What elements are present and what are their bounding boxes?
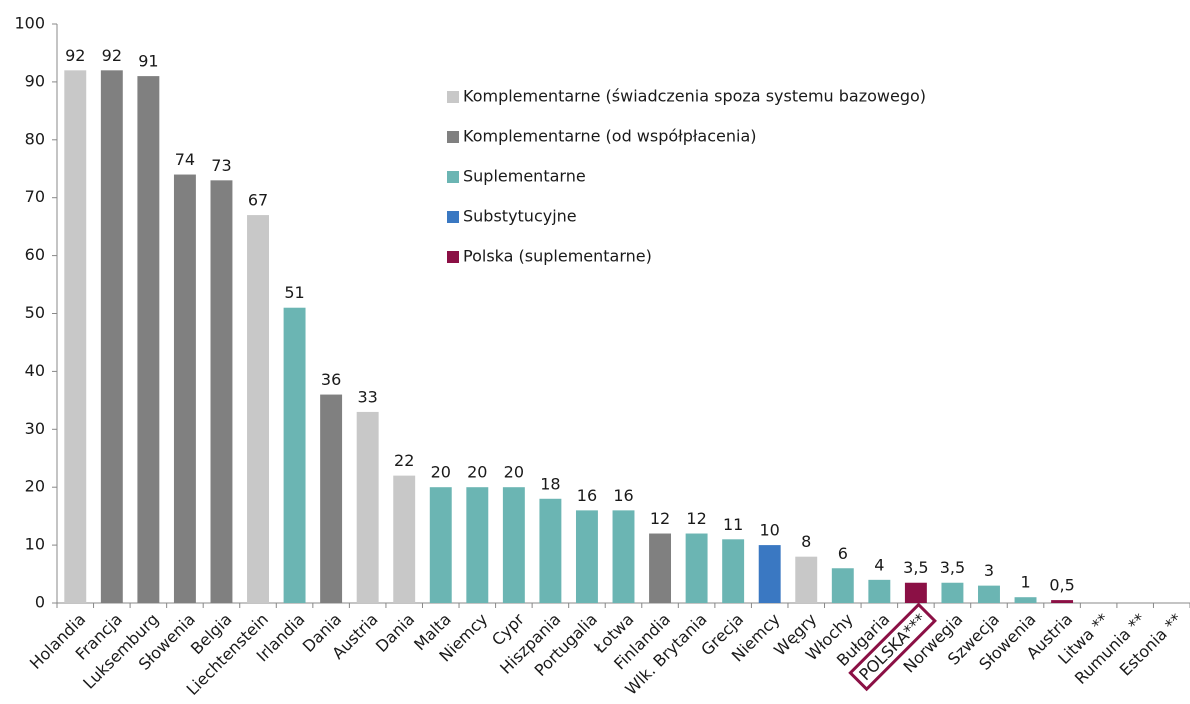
highlight-box xyxy=(848,602,937,692)
bar xyxy=(758,545,781,603)
value-label: 3 xyxy=(984,561,994,580)
value-label: 74 xyxy=(175,150,195,169)
value-label: 36 xyxy=(321,370,341,389)
value-label: 10 xyxy=(760,521,780,540)
value-label: 20 xyxy=(431,463,451,482)
bar xyxy=(539,498,562,603)
legend-label: Polska (suplementarne) xyxy=(463,247,652,266)
bar xyxy=(685,533,708,603)
legend-label: Komplementarne (świadczenia spoza system… xyxy=(463,87,926,106)
legend-swatch xyxy=(447,171,459,183)
bar xyxy=(137,76,160,604)
y-tick-label: 30 xyxy=(25,419,45,438)
legend-label: Suplementarne xyxy=(463,167,586,186)
value-label: 92 xyxy=(102,46,122,65)
value-label: 0,5 xyxy=(1049,576,1074,595)
y-tick-label: 90 xyxy=(25,71,45,90)
y-tick-label: 10 xyxy=(25,535,45,554)
bar xyxy=(173,174,196,604)
value-label: 12 xyxy=(686,509,706,528)
value-label: 91 xyxy=(138,52,158,71)
legend-swatch xyxy=(447,251,459,263)
y-tick-label: 80 xyxy=(25,129,45,148)
value-label: 11 xyxy=(723,515,743,534)
bar xyxy=(247,215,269,603)
value-label: 67 xyxy=(248,191,268,210)
y-tick-label: 40 xyxy=(25,361,45,380)
bar xyxy=(210,180,233,603)
bar xyxy=(649,533,672,603)
value-label: 1 xyxy=(1020,573,1030,592)
bar xyxy=(612,510,635,603)
bar xyxy=(1014,597,1037,603)
legend-swatch xyxy=(447,211,459,223)
bar xyxy=(868,579,891,603)
value-label: 16 xyxy=(577,486,597,505)
value-label: 12 xyxy=(650,509,670,528)
value-label: 18 xyxy=(540,474,560,493)
bar xyxy=(795,556,818,603)
bar xyxy=(575,510,598,603)
bar xyxy=(429,487,452,603)
y-tick-label: 50 xyxy=(25,303,45,322)
value-label: 4 xyxy=(874,555,884,574)
bar xyxy=(100,70,123,603)
legend-label: Substytucyjne xyxy=(463,207,577,226)
value-label: 51 xyxy=(284,283,304,302)
bar xyxy=(320,394,343,603)
bar xyxy=(393,475,416,603)
legend-swatch xyxy=(447,91,459,103)
bar xyxy=(722,539,745,603)
y-tick-label: 70 xyxy=(25,187,45,206)
value-label: 73 xyxy=(211,156,231,175)
bar xyxy=(831,568,854,603)
bar xyxy=(64,70,87,603)
value-label: 3,5 xyxy=(940,558,965,577)
bar xyxy=(1051,600,1074,603)
x-tick-label: Dania xyxy=(372,610,418,656)
bar xyxy=(978,585,1000,603)
bar xyxy=(356,411,379,603)
value-label: 20 xyxy=(467,463,487,482)
value-label: 92 xyxy=(65,46,85,65)
bar xyxy=(941,582,964,603)
value-label: 33 xyxy=(357,387,377,406)
y-tick-label: 100 xyxy=(14,14,45,33)
bar xyxy=(502,487,525,603)
legend-label: Komplementarne (od współpłacenia) xyxy=(463,127,757,146)
value-label: 3,5 xyxy=(903,558,928,577)
value-label: 20 xyxy=(504,463,524,482)
bar xyxy=(283,307,306,603)
y-tick-label: 20 xyxy=(25,477,45,496)
value-label: 22 xyxy=(394,451,414,470)
value-label: 6 xyxy=(838,544,848,563)
y-tick-label: 0 xyxy=(35,593,45,612)
bar xyxy=(466,487,489,603)
value-label: 8 xyxy=(801,532,811,551)
value-label: 16 xyxy=(613,486,633,505)
legend-swatch xyxy=(447,131,459,143)
bar xyxy=(904,582,927,603)
y-tick-label: 60 xyxy=(25,245,45,264)
